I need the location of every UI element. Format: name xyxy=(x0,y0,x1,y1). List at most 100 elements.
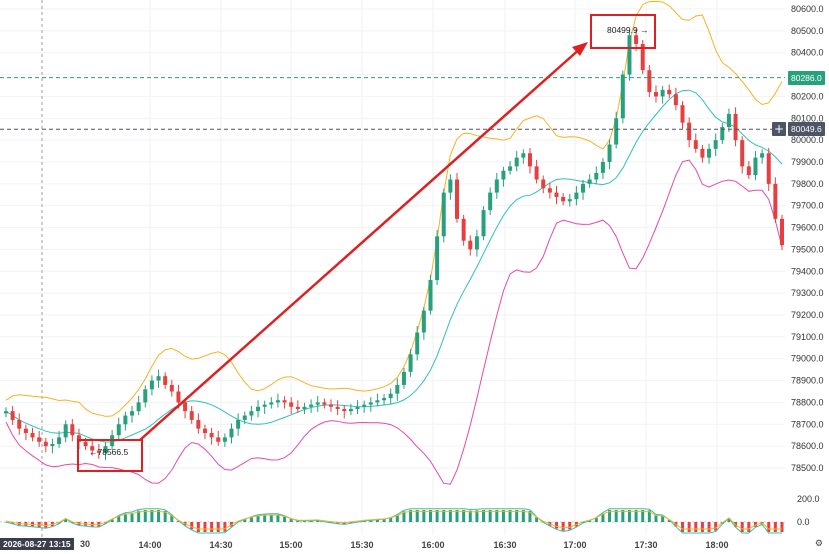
time-tick-label: 17:30 xyxy=(634,540,657,550)
candle-body xyxy=(574,192,579,200)
time-tick-label: 14:00 xyxy=(138,540,161,550)
candle-body xyxy=(395,384,400,394)
time-tick-label: 15:00 xyxy=(279,540,302,550)
osc-bar xyxy=(501,510,505,522)
candle-body xyxy=(700,148,705,158)
candle-body xyxy=(441,192,446,237)
candle-body xyxy=(10,411,15,420)
osc-bar xyxy=(521,510,525,522)
osc-bar xyxy=(641,510,645,522)
osc-bar xyxy=(767,522,771,532)
osc-bar xyxy=(687,522,691,532)
osc-bar xyxy=(130,512,134,522)
osc-bar xyxy=(568,522,572,530)
price-tick-label: 79700.0 xyxy=(791,201,824,211)
high-arrow: → xyxy=(640,25,649,35)
candle-body xyxy=(37,437,42,442)
low-value: 78566.5 xyxy=(97,447,129,457)
candle-body xyxy=(448,179,453,193)
candle-body xyxy=(70,424,75,436)
candle-body xyxy=(315,402,320,405)
candle-body xyxy=(375,400,380,403)
candle-body xyxy=(514,157,519,167)
osc-bar xyxy=(415,510,419,522)
osc-bar xyxy=(428,510,432,522)
osc-bar xyxy=(455,510,459,522)
candle-body xyxy=(746,166,751,176)
price-tick-label: 79600.0 xyxy=(791,223,824,233)
candle-body xyxy=(408,354,413,372)
osc-bar xyxy=(462,510,466,522)
osc-bar xyxy=(681,522,685,532)
candle-body xyxy=(435,236,440,281)
osc-bar xyxy=(535,517,539,522)
candle-body xyxy=(328,404,333,407)
upper-band-line xyxy=(5,0,783,417)
osc-bar xyxy=(336,522,340,524)
low-arrow: ← xyxy=(89,447,98,457)
candle-body xyxy=(189,411,194,420)
candle-body xyxy=(474,236,479,250)
price-axis: 80600.080500.080400.080300.080200.080100… xyxy=(791,4,824,527)
price-tag-80049: 80049.6 xyxy=(788,122,825,136)
osc-bar xyxy=(143,510,147,522)
candle-body xyxy=(149,380,154,390)
trend-arrow-head xyxy=(572,42,588,56)
osc-bar xyxy=(647,510,651,522)
osc-bar xyxy=(402,511,406,522)
osc-bar xyxy=(369,520,373,522)
price-tick-label: 80000.0 xyxy=(791,135,824,145)
osc-bar xyxy=(170,515,174,522)
candle-body xyxy=(680,105,685,123)
osc-bar xyxy=(468,510,472,522)
candle-body xyxy=(587,179,592,184)
osc-fast-line xyxy=(5,508,782,534)
candle-body xyxy=(57,437,62,444)
trend-arrow-line xyxy=(139,46,583,441)
candle-body xyxy=(256,406,261,412)
candle-body xyxy=(143,389,148,403)
settings-icon[interactable]: ⚙ xyxy=(814,538,823,548)
candle-body xyxy=(673,94,678,106)
candle-body xyxy=(17,419,22,429)
osc-bar xyxy=(276,514,280,522)
candle-body xyxy=(116,424,121,436)
candle-body xyxy=(183,402,188,412)
osc-bar xyxy=(117,515,121,522)
osc-bar xyxy=(714,522,718,531)
candle-body xyxy=(707,148,712,158)
osc-bar xyxy=(64,518,68,522)
price-tick-label: 78700.0 xyxy=(791,419,824,429)
candle-body xyxy=(222,437,227,442)
osc-bar xyxy=(309,520,313,522)
candle-body xyxy=(63,424,68,438)
price-tick-label: 79800.0 xyxy=(791,179,824,189)
candle-body xyxy=(541,179,546,189)
candle-body xyxy=(660,89,665,97)
osc-bar xyxy=(409,510,413,522)
add-alert-button[interactable]: + xyxy=(772,122,786,136)
osc-bar xyxy=(389,518,393,522)
candle-body xyxy=(202,428,207,434)
candle-body xyxy=(196,419,201,429)
candle-body xyxy=(242,415,247,420)
osc-bar xyxy=(44,522,48,528)
osc-bar xyxy=(508,510,512,522)
candle-body xyxy=(163,376,168,385)
osc-bar xyxy=(256,515,260,522)
price-tick-label: 79400.0 xyxy=(791,266,824,276)
time-tick-label: 17:00 xyxy=(563,540,586,550)
candle-body xyxy=(667,89,672,95)
candle-body xyxy=(130,411,135,416)
candle-body xyxy=(653,92,658,97)
osc-bar xyxy=(190,522,194,530)
osc-bar xyxy=(515,510,519,522)
price-lines xyxy=(0,77,785,130)
candle-body xyxy=(388,393,393,399)
osc-bar xyxy=(614,510,618,522)
osc-bar xyxy=(488,510,492,522)
crosshair-time-label: 2026-08-27 13:15 xyxy=(0,538,74,550)
time-tick-label: 14:30 xyxy=(209,540,232,550)
osc-bar xyxy=(773,522,777,532)
